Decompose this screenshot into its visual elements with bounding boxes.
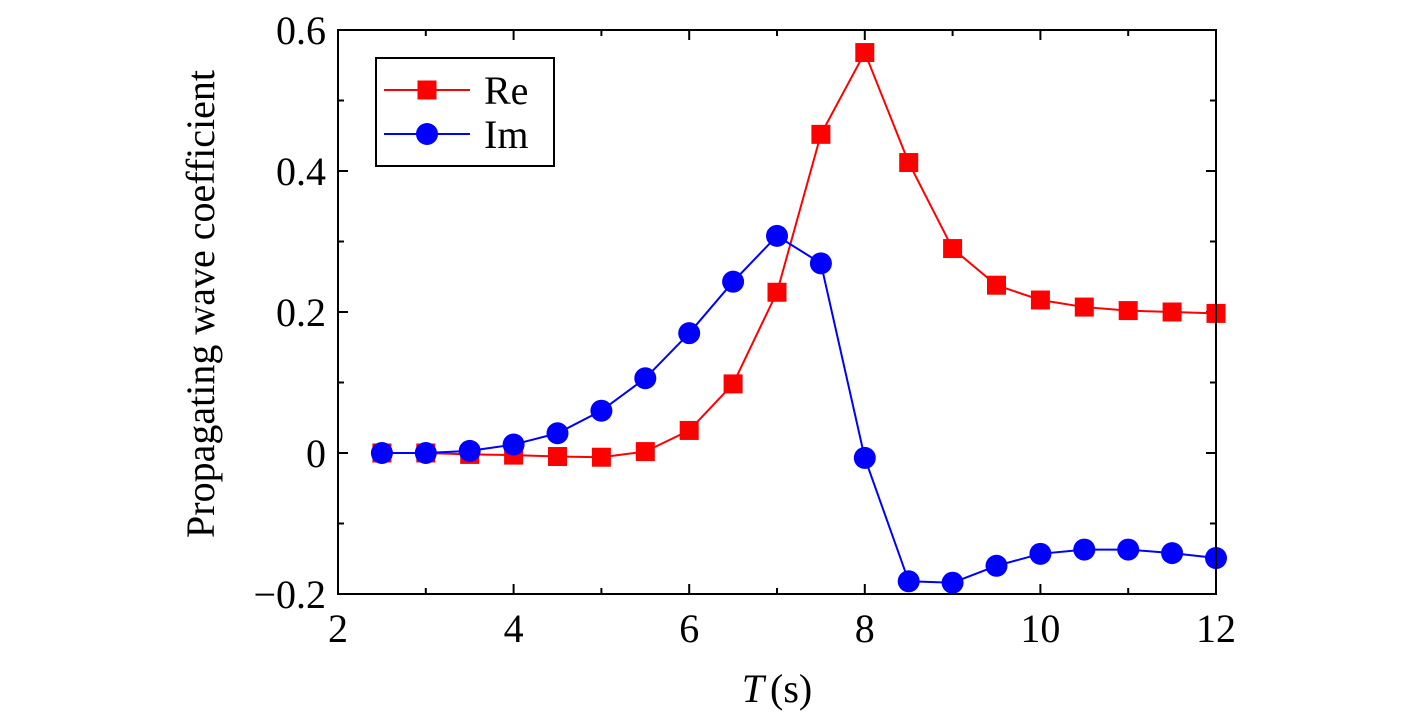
y-tick-label: 0.2 — [276, 290, 326, 335]
marker-im-point — [502, 433, 525, 456]
marker-im-point — [546, 422, 569, 445]
marker-re-point — [1074, 297, 1094, 317]
marker-re-point — [548, 447, 567, 467]
marker-re-point — [899, 153, 919, 173]
series-im — [370, 224, 1227, 594]
marker-im-point — [722, 270, 745, 293]
legend-label-re: Re — [484, 68, 528, 113]
marker-re-point — [943, 239, 963, 259]
x-axis-unit: (s) — [770, 666, 812, 711]
marker-im-point — [985, 554, 1008, 577]
marker-re-point — [679, 420, 699, 440]
x-tick-label: 4 — [504, 606, 524, 651]
y-tick-label: 0.6 — [276, 8, 326, 53]
marker-re-point — [417, 80, 437, 100]
marker-re-point — [591, 447, 611, 467]
series-layer — [370, 43, 1227, 594]
marker-re-point — [767, 282, 787, 302]
x-tick-label: 10 — [1020, 606, 1060, 651]
x-tick-label: 8 — [855, 606, 875, 651]
marker-re-point — [987, 275, 1006, 295]
marker-im-point — [766, 224, 788, 247]
marker-re-point — [635, 442, 655, 462]
x-tick-label: 6 — [679, 606, 699, 651]
marker-im-point — [414, 442, 437, 464]
marker-im-point — [809, 252, 832, 275]
marker-im-point — [370, 442, 393, 464]
marker-im-point — [634, 367, 657, 390]
marker-re-point — [723, 374, 743, 394]
marker-im-point — [941, 571, 964, 594]
marker-im-point — [1117, 538, 1140, 561]
tick-labels: 2 4 6 8 10 12 −0.2 0 0.2 0.4 0.6 — [253, 8, 1236, 651]
marker-im-point — [416, 123, 438, 145]
y-axis-title: Propagating wave coefficient — [178, 70, 223, 538]
marker-im-point — [590, 399, 613, 422]
marker-im-point — [1029, 542, 1052, 565]
marker-im-point — [1161, 542, 1184, 565]
marker-re-point — [855, 43, 875, 63]
marker-re-point — [1162, 302, 1182, 322]
x-tick-label: 12 — [1196, 606, 1236, 651]
marker-re-point — [811, 124, 831, 144]
y-tick-label: −0.2 — [253, 572, 326, 617]
legend-label-im: Im — [484, 112, 528, 157]
marker-im-point — [1073, 538, 1096, 561]
x-axis-title: T (s) — [742, 666, 812, 711]
marker-im-point — [897, 570, 920, 593]
marker-im-point — [458, 439, 481, 462]
x-axis-variable: T — [742, 666, 767, 711]
series-line-im — [381, 234, 1217, 584]
y-tick-label: 0 — [306, 431, 326, 476]
marker-re-point — [1030, 290, 1050, 310]
marker-re-point — [1118, 301, 1138, 321]
y-tick-label: 0.4 — [276, 149, 326, 194]
marker-im-point — [853, 446, 876, 469]
plot-frame — [337, 29, 1217, 595]
marker-im-point — [678, 322, 701, 345]
x-tick-label: 2 — [328, 606, 348, 651]
legend-box — [375, 57, 555, 167]
